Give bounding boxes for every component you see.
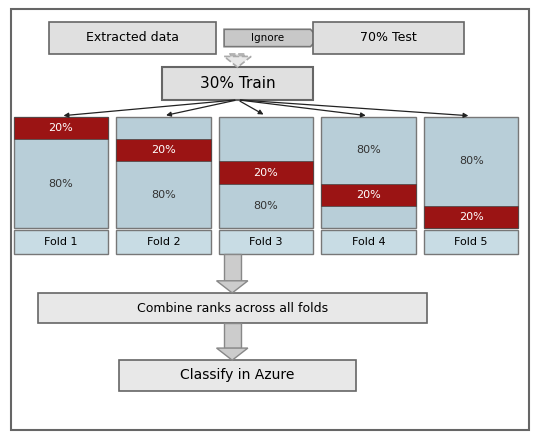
Text: Ignore: Ignore — [251, 33, 284, 43]
Text: Fold 3: Fold 3 — [249, 237, 283, 247]
Text: 80%: 80% — [356, 145, 381, 155]
Bar — [49, 22, 216, 54]
Bar — [424, 230, 518, 254]
Bar — [14, 117, 108, 228]
Text: 20%: 20% — [459, 212, 483, 222]
Text: 20%: 20% — [151, 145, 176, 155]
Text: 20%: 20% — [49, 123, 73, 133]
Bar — [219, 117, 313, 228]
Bar — [219, 230, 313, 254]
Bar — [116, 139, 211, 161]
Polygon shape — [224, 56, 251, 67]
Bar — [116, 230, 211, 254]
Bar — [224, 254, 241, 281]
Bar — [230, 54, 245, 56]
Bar — [321, 117, 416, 228]
Text: 80%: 80% — [151, 190, 176, 200]
Bar — [224, 323, 241, 348]
Bar — [162, 67, 313, 100]
Text: 20%: 20% — [356, 190, 381, 200]
Bar — [14, 230, 108, 254]
Bar — [424, 206, 518, 228]
Text: 70% Test: 70% Test — [360, 32, 417, 44]
Polygon shape — [217, 348, 248, 360]
Text: 80%: 80% — [459, 156, 483, 167]
Bar — [321, 184, 416, 206]
Bar — [119, 360, 356, 391]
Text: Extracted data: Extracted data — [86, 32, 179, 44]
Text: 80%: 80% — [254, 201, 278, 211]
Text: Combine ranks across all folds: Combine ranks across all folds — [137, 302, 328, 315]
Bar — [38, 293, 427, 323]
Text: Fold 4: Fold 4 — [352, 237, 386, 247]
Text: Fold 5: Fold 5 — [454, 237, 488, 247]
Text: 30% Train: 30% Train — [200, 76, 275, 91]
Bar — [219, 161, 313, 184]
Bar — [313, 22, 464, 54]
Bar — [116, 117, 211, 228]
Bar — [14, 117, 108, 139]
Text: Fold 2: Fold 2 — [146, 237, 180, 247]
Text: 80%: 80% — [49, 178, 73, 189]
Text: Fold 1: Fold 1 — [44, 237, 78, 247]
Polygon shape — [224, 30, 319, 47]
Bar — [424, 117, 518, 228]
Bar — [321, 230, 416, 254]
Polygon shape — [217, 281, 248, 293]
Text: 20%: 20% — [254, 168, 278, 178]
Text: Classify in Azure: Classify in Azure — [180, 368, 295, 382]
